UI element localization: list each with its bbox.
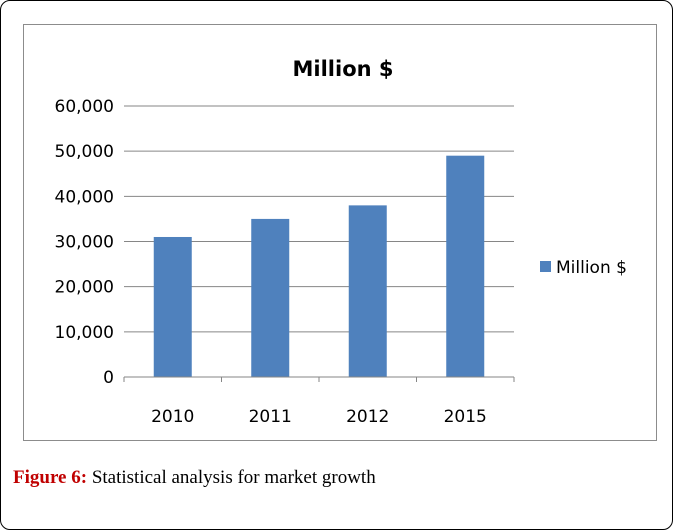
chart-area: Million $ 0 10,000 20,000 30,000 40,000 50,00…: [23, 24, 657, 441]
y-tick-label: 10,000: [55, 323, 114, 343]
x-tick-label: 2015: [444, 407, 487, 427]
figure-caption: Figure 6: Statistical analysis for marke…: [13, 467, 376, 489]
y-tick-label: 30,000: [55, 233, 114, 253]
bar-2010: [153, 236, 192, 377]
bars: [153, 155, 485, 377]
legend-label: Million $: [556, 258, 627, 278]
y-axis-tick-labels: 0 10,000 20,000 30,000 40,000 50,000 60,000: [55, 97, 114, 388]
y-tick-label: 60,000: [55, 97, 114, 117]
y-tick-label: 0: [103, 368, 114, 388]
bar-chart: Million $ 0 10,000 20,000 30,000 40,000 50,00…: [55, 57, 627, 427]
x-tick-label: 2012: [346, 407, 389, 427]
bar-2011: [251, 218, 290, 377]
bar-2015: [446, 155, 485, 377]
y-tick-label: 50,000: [55, 142, 114, 162]
x-tick-label: 2010: [151, 407, 194, 427]
legend-swatch: [540, 261, 551, 272]
legend: Million $: [540, 258, 627, 278]
bar-2012: [348, 205, 387, 377]
y-tick-label: 40,000: [55, 187, 114, 207]
y-tick-label: 20,000: [55, 278, 114, 298]
x-tick-label: 2011: [249, 407, 292, 427]
caption-text: Statistical analysis for market growth: [91, 467, 376, 488]
caption-label: Figure 6:: [13, 467, 88, 488]
x-axis-tick-labels: 2010 2011 2012 2015: [123, 377, 515, 427]
chart-title: Million $: [293, 57, 394, 81]
